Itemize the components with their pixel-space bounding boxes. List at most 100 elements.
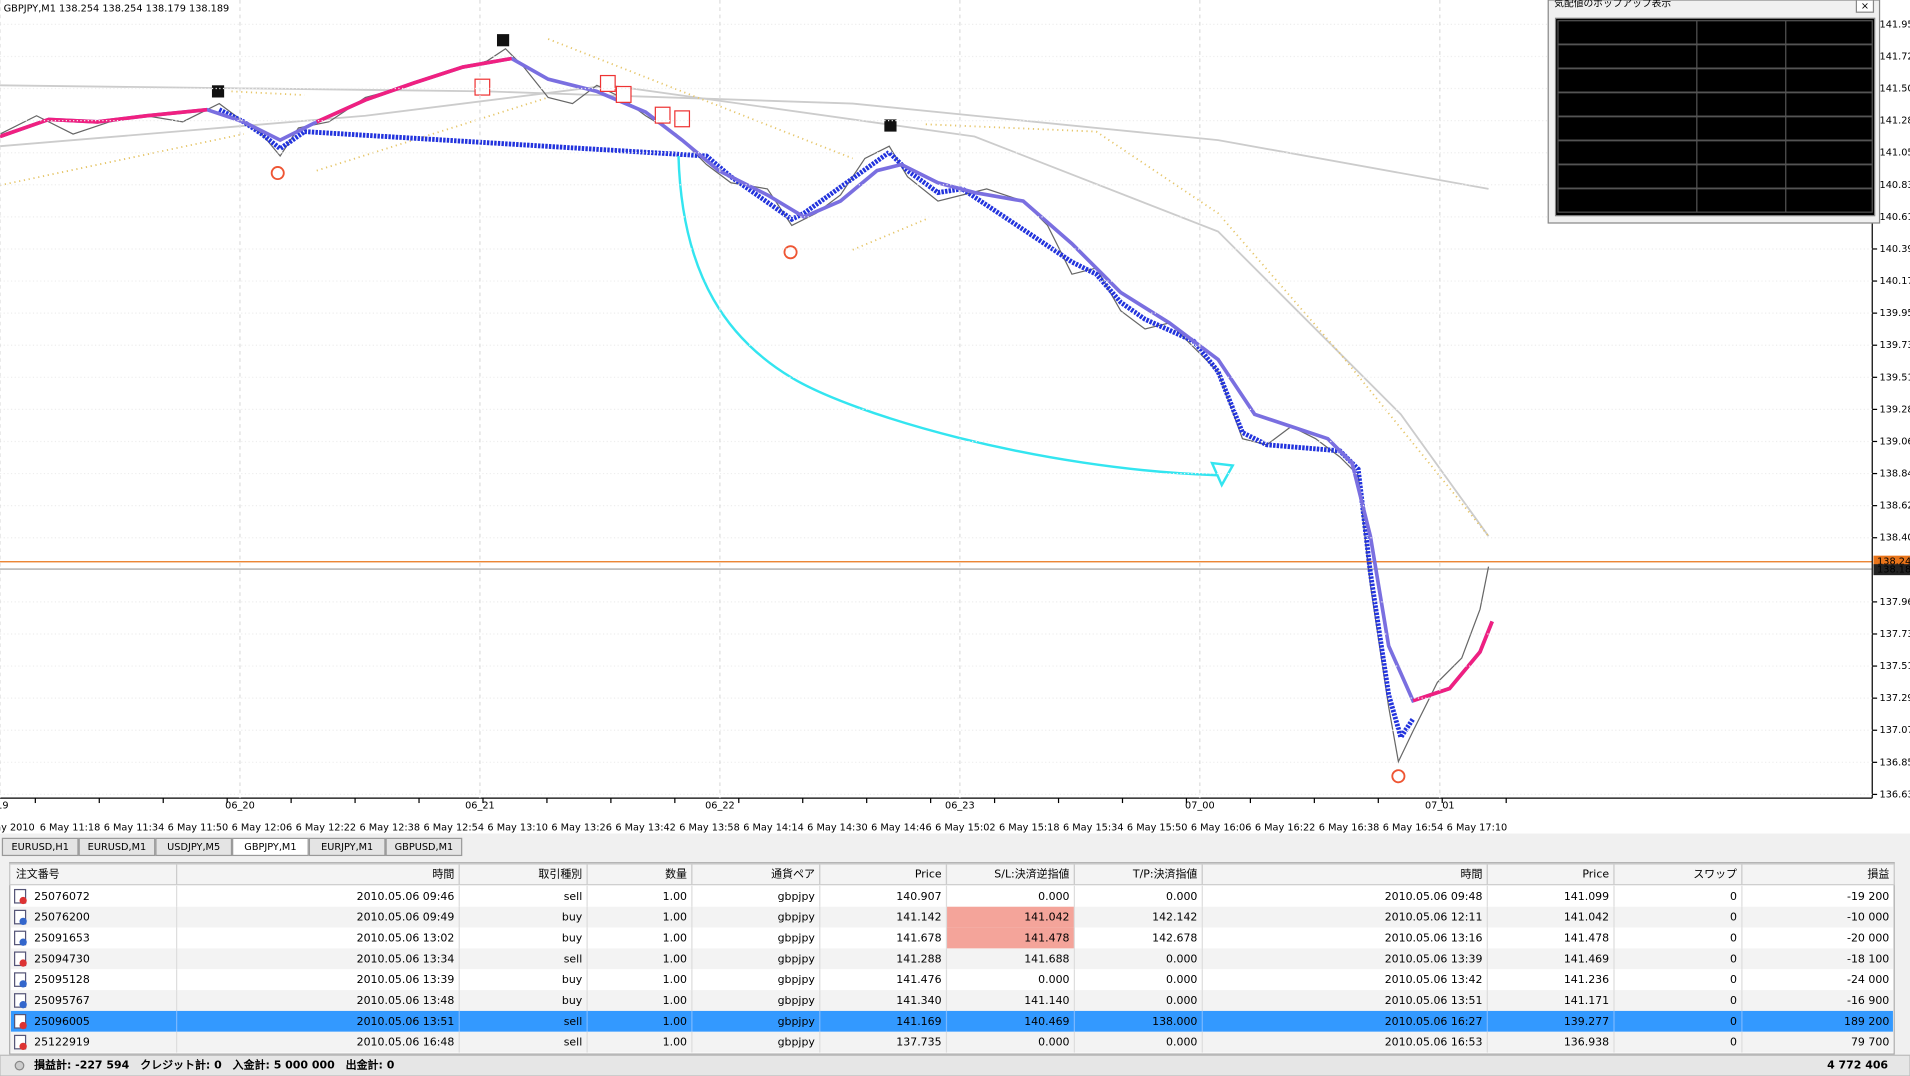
table-cell: 0.000 [1038, 973, 1069, 986]
signal-marker [496, 34, 510, 47]
table-cell: 2010.05.06 16:27 [1385, 1015, 1483, 1028]
time-label: 6 May 15:18 [999, 822, 1060, 833]
table-cell: gbpjpy [778, 973, 816, 986]
quote-row [1557, 20, 1873, 45]
time-label: 6 May 12:54 [423, 822, 484, 833]
status-icon [14, 1060, 25, 1071]
day-label: 07_01 [1425, 800, 1455, 811]
quote-ask: 0.89550 [1828, 172, 1868, 183]
table-cell: -18 100 [1847, 952, 1889, 965]
price-label: 139.065 [1880, 436, 1910, 447]
quote-bid: 117.883 [1741, 52, 1781, 63]
table-cell: 0.000 [1038, 890, 1069, 903]
quote-row [1557, 68, 1873, 93]
table-cell: -19 200 [1847, 890, 1889, 903]
chart-tab[interactable] [78, 837, 156, 857]
table-row[interactable] [10, 969, 1893, 991]
column-header-label: 注文番号 [16, 866, 60, 880]
highlight-cell [946, 906, 1075, 928]
arrow-marker [599, 74, 616, 93]
quote-row [1557, 188, 1873, 213]
column-header-label: 取引種別 [538, 866, 582, 880]
table-cell: 1.00 [663, 973, 687, 986]
chart-tab[interactable] [385, 837, 463, 857]
chart-tab[interactable] [232, 837, 309, 857]
order-icon [14, 930, 27, 946]
chart-tab-label: GBPUSD,M1 [395, 842, 454, 853]
quote-bid: 1.10797 [1741, 196, 1781, 207]
table-row[interactable] [10, 885, 1893, 907]
price-label: 136.850 [1880, 757, 1910, 768]
time-label: 6 May 12:22 [296, 822, 357, 833]
price-label: 139.950 [1880, 308, 1910, 319]
table-cell: 141.688 [1024, 952, 1069, 965]
table-cell: 141.476 [896, 973, 941, 986]
order-icon-badge [19, 959, 27, 967]
close-icon: × [1861, 1, 1869, 12]
time-label: 6 May 16:22 [1255, 822, 1316, 833]
quote-symbol: GBPJPY [1560, 76, 1595, 87]
time-label: 6 May 16:38 [1319, 822, 1380, 833]
price-label: 141.720 [1880, 51, 1910, 62]
order-icon-badge [19, 980, 27, 988]
quote-symbol: GBPUSD [1560, 148, 1601, 159]
column-header-label: 通貨ペア [771, 866, 815, 880]
table-cell: 141.288 [896, 952, 941, 965]
table-row[interactable] [10, 1031, 1893, 1053]
signal-line [0, 56, 1494, 703]
table-cell: 141.140 [1024, 994, 1069, 1007]
table-cell: 2010.05.06 13:39 [1385, 952, 1483, 965]
column-header[interactable] [176, 863, 460, 886]
table-cell: 25091653 [34, 932, 90, 945]
time-label: 6 May 17:10 [1447, 822, 1508, 833]
table-row[interactable] [10, 990, 1893, 1011]
table-cell: 0.000 [1166, 1036, 1197, 1049]
signal-marker [211, 85, 225, 98]
quote-bid: 0.89524 [1741, 172, 1781, 183]
table-cell: 141.469 [1564, 952, 1609, 965]
day-label: 06_23 [945, 800, 975, 811]
bid-label-bg [1873, 564, 1910, 576]
price-label: 137.515 [1880, 661, 1910, 672]
price-label: 138.625 [1880, 501, 1910, 512]
table-row[interactable] [10, 948, 1893, 970]
table-cell: 1.00 [663, 932, 687, 945]
column-header[interactable] [1741, 863, 1895, 886]
time-label: 6 May 13:42 [615, 822, 676, 833]
quote-ask: 1.10821 [1828, 196, 1868, 207]
table-cell: sell [564, 1036, 583, 1049]
order-icon [14, 909, 27, 925]
band-line [925, 123, 1490, 537]
column-header[interactable] [1201, 863, 1488, 886]
quote-row [1557, 116, 1873, 141]
table-cell: -10 000 [1847, 911, 1889, 924]
quote-bid: 138.189 [1741, 76, 1781, 87]
bid-label: 138.189 [1877, 565, 1910, 576]
moving-average [0, 84, 1489, 190]
quote-symbol: EURJPY [1560, 52, 1595, 63]
table-cell: 2010.05.06 13:51 [1385, 994, 1483, 1007]
table-cell: 0 [1730, 1036, 1737, 1049]
quote-symbol: USDCHF [1560, 196, 1601, 207]
close-button[interactable] [1855, 0, 1875, 13]
chart-tab-label: EURJPY,M1 [321, 842, 373, 853]
table-cell: 25096005 [34, 1015, 90, 1028]
time-label: 6 May 14:46 [871, 822, 932, 833]
signal-up [0, 107, 208, 139]
table-cell: 2010.05.06 09:49 [357, 911, 455, 924]
quote-ask: 1.49180 [1828, 148, 1868, 159]
table-row[interactable] [10, 1010, 1893, 1032]
time-label: 6 May 14:30 [807, 822, 868, 833]
chart-tab[interactable] [308, 837, 386, 857]
chart-tab[interactable] [1, 837, 79, 857]
table-cell: 141.099 [1564, 890, 1609, 903]
table-cell: sell [564, 890, 583, 903]
chart-tab-label: GBPJPY,M1 [244, 842, 296, 853]
price-label: 136.630 [1880, 789, 1910, 800]
chart-tab[interactable] [155, 837, 233, 857]
arrow-marker [674, 110, 691, 128]
day-label: _19 [0, 800, 9, 811]
table-cell: 25076072 [34, 890, 90, 903]
price-label: 138.845 [1880, 469, 1910, 480]
table-cell: 140.907 [896, 890, 941, 903]
